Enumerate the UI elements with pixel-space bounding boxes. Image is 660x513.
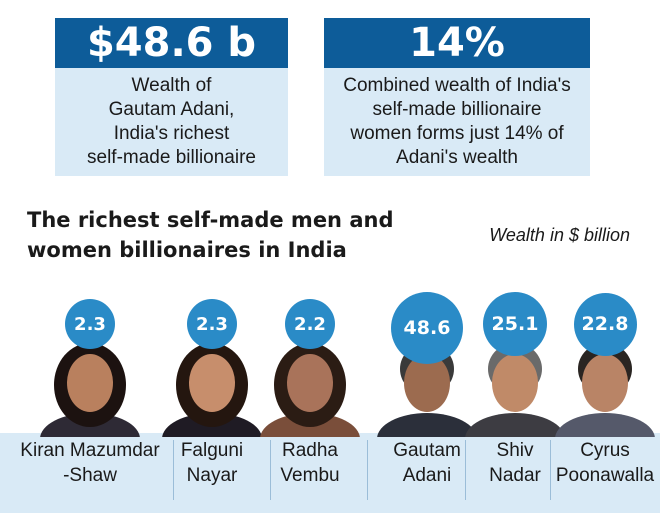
stat-card-adani-wealth: $48.6 b Wealth of Gautam Adani, India's … — [55, 18, 288, 176]
person-portrait — [465, 343, 565, 437]
stat-value: 14% — [324, 18, 590, 68]
name-divider — [173, 440, 174, 500]
value-bubble: 22.8 — [573, 292, 637, 356]
stat-value: $48.6 b — [55, 18, 288, 68]
chart-title: The richest self-made men and women bill… — [27, 208, 394, 262]
billionaire-chart: 2.3 Kiran Mazumdar -Shaw 2.3 Falguni Nayar 2… — [0, 280, 660, 513]
name-divider — [550, 440, 551, 500]
value-bubble: 25.1 — [483, 292, 547, 356]
name-divider — [270, 440, 271, 500]
person-name: Cyrus Poonawalla — [555, 440, 655, 486]
person-portrait — [162, 343, 262, 437]
value-bubble: 2.3 — [65, 299, 115, 349]
person-name: Falguni Nayar — [180, 440, 244, 486]
value-bubble: 2.2 — [285, 299, 335, 349]
person-name: Shiv Nadar — [489, 440, 541, 486]
person-portrait — [260, 343, 360, 437]
person-name: Radha Vembu — [280, 440, 340, 486]
value-bubble: 2.3 — [187, 299, 237, 349]
person-name: Gautam Adani — [393, 440, 461, 486]
stat-card-women-share: 14% Combined wealth of India's self-made… — [324, 18, 590, 176]
value-bubble: 48.6 — [391, 292, 463, 364]
person-portrait — [555, 343, 655, 437]
name-divider — [465, 440, 466, 500]
unit-label: Wealth in $ billion — [489, 225, 630, 245]
person-name: Kiran Mazumdar -Shaw — [20, 440, 160, 486]
name-divider — [367, 440, 368, 500]
stat-description: Wealth of Gautam Adani, India's richest … — [87, 75, 256, 168]
stat-description: Combined wealth of India's self-made bil… — [343, 75, 571, 168]
person-portrait — [40, 343, 140, 437]
